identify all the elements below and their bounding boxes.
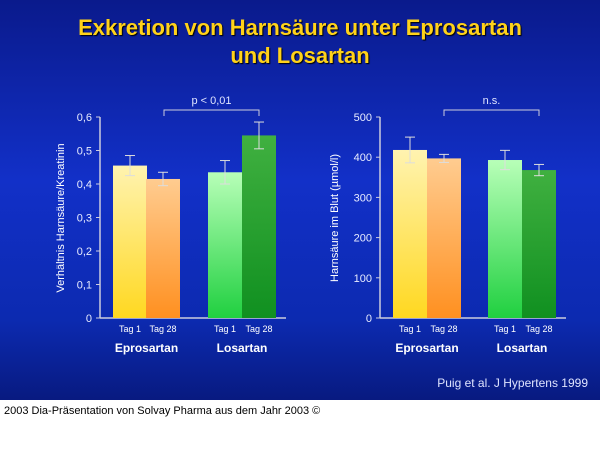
y-tick-label: 0,5: [77, 146, 92, 158]
x-tick-label: Tag 1: [494, 324, 516, 334]
y-tick-label: 300: [354, 192, 372, 204]
bar: [113, 165, 147, 318]
caption: 2003 Dia-Präsentation von Solvay Pharma …: [4, 405, 321, 417]
slide: Exkretion von Harnsäure unter Eprosartan…: [0, 0, 600, 400]
bar: [522, 170, 556, 318]
significance-bracket: [443, 109, 540, 116]
x-tick-label: Tag 28: [245, 324, 272, 334]
y-tick-label: 0,4: [77, 179, 92, 191]
bar: [488, 160, 522, 318]
group-label: Losartan: [217, 341, 268, 355]
group-label: Eprosartan: [395, 341, 458, 355]
x-tick-label: Tag 1: [119, 324, 141, 334]
y-tick-label: 400: [354, 152, 372, 164]
bar: [208, 172, 242, 318]
y-tick-label: 500: [354, 112, 372, 124]
group-label: Eprosartan: [115, 341, 178, 355]
slide-title: Exkretion von Harnsäure unter Eprosartan…: [0, 14, 600, 70]
y-tick-label: 0,1: [77, 280, 92, 292]
y-tick-label: 100: [354, 273, 372, 285]
y-tick-label: 0: [86, 313, 92, 325]
significance-bracket: [163, 109, 260, 116]
y-tick-label: 0,3: [77, 213, 92, 225]
x-tick-label: Tag 28: [149, 324, 176, 334]
bar: [393, 149, 427, 318]
x-tick-label: Tag 1: [214, 324, 236, 334]
citation: Puig et al. J Hypertens 1999: [437, 376, 588, 390]
bar: [242, 135, 276, 318]
y-tick-label: 0,2: [77, 246, 92, 258]
title-line-1: Exkretion von Harnsäure unter Eprosartan: [78, 15, 522, 40]
y-tick-label: 200: [354, 233, 372, 245]
charts: 0 0,1 0,2 0,3 0,4 0,5 0,6 Verhältnis Harnsäure/…: [55, 95, 566, 355]
y-axis-label: Verhältnis Harnsäure/Kreatinin: [55, 143, 67, 292]
y-tick-label: 0: [366, 313, 372, 325]
group-label: Losartan: [497, 341, 548, 355]
y-axis-label: Harnsäure im Blut (µmol/l): [329, 154, 341, 282]
bar: [146, 178, 180, 318]
significance-label: p < 0,01: [191, 95, 231, 107]
y-tick-label: 0,6: [77, 112, 92, 124]
x-tick-label: Tag 28: [430, 324, 457, 334]
bar: [427, 158, 461, 318]
significance-label: n.s.: [483, 95, 501, 107]
x-tick-label: Tag 1: [399, 324, 421, 334]
title-line-2: und Losartan: [230, 43, 370, 68]
x-tick-label: Tag 28: [525, 324, 552, 334]
